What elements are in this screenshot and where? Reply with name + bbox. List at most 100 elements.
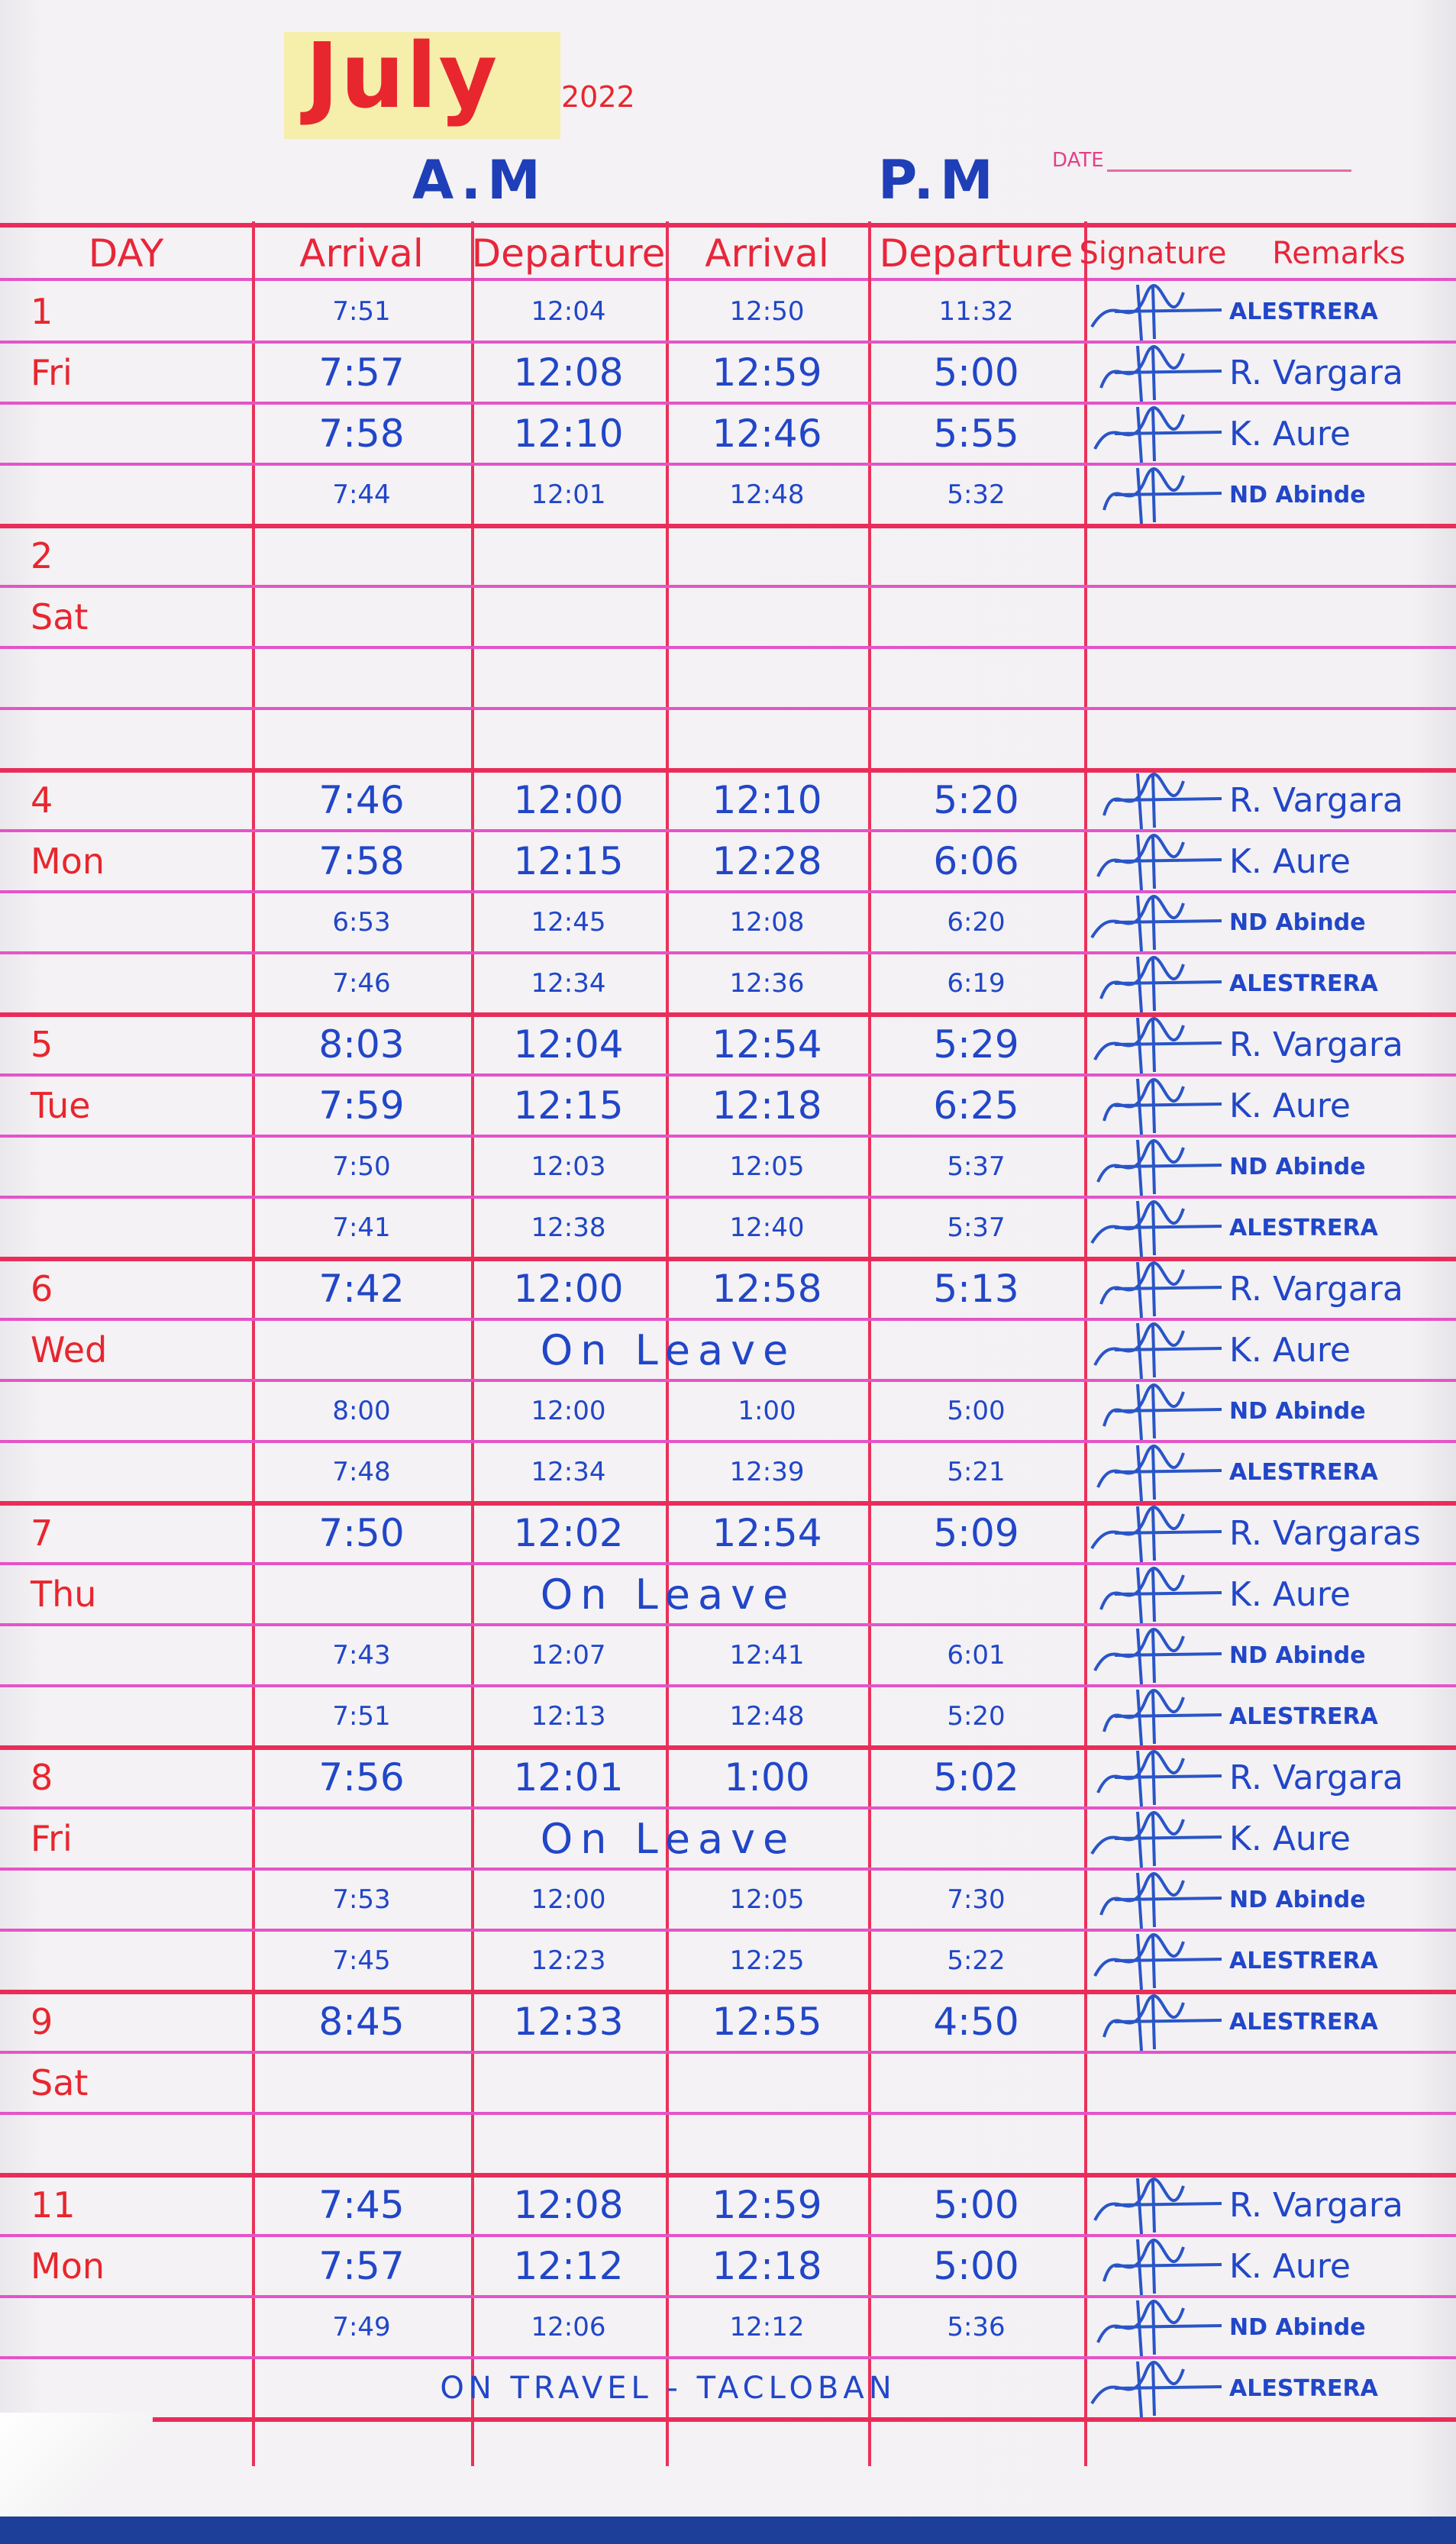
time-pm-arrival: 12:05 bbox=[729, 1151, 805, 1182]
row-line bbox=[0, 2234, 1456, 2237]
time-pm-arrival: 12:59 bbox=[712, 350, 822, 395]
time-am-arrival: 7:57 bbox=[318, 2244, 405, 2288]
signature-scribble bbox=[1102, 1689, 1222, 1746]
time-am-departure: 12:04 bbox=[513, 1022, 624, 1067]
time-pm-arrival: 12:46 bbox=[712, 412, 822, 456]
time-am-departure: 12:08 bbox=[513, 350, 624, 395]
signature-scribble bbox=[1090, 1200, 1222, 1257]
signature-scribble bbox=[1099, 345, 1222, 402]
time-am-arrival: 7:58 bbox=[318, 839, 405, 883]
time-am-arrival: 7:43 bbox=[332, 1640, 391, 1671]
time-am-departure: 12:15 bbox=[513, 1083, 624, 1128]
row-line bbox=[0, 1073, 1456, 1077]
signature-scribble bbox=[1102, 1383, 1222, 1441]
remarks-name: R. Vargara bbox=[1229, 1269, 1403, 1309]
time-am-departure: 12:10 bbox=[513, 412, 624, 456]
date-line bbox=[1107, 169, 1351, 172]
time-am-departure: 12:00 bbox=[513, 778, 624, 822]
time-pm-departure: 5:00 bbox=[947, 1396, 1006, 1426]
time-am-arrival: 7:50 bbox=[332, 1151, 391, 1182]
time-am-arrival: 7:41 bbox=[332, 1212, 391, 1243]
signature-scribble bbox=[1099, 956, 1222, 1013]
time-pm-departure: 11:32 bbox=[938, 296, 1014, 327]
remarks-name: ALESTRERA bbox=[1229, 2375, 1378, 2402]
time-am-departure: 12:00 bbox=[531, 1396, 606, 1426]
day-number: 2 bbox=[31, 535, 53, 576]
header-bottom-line bbox=[0, 278, 1456, 281]
column-header: Departure bbox=[471, 231, 666, 276]
day-weekday: Sat bbox=[31, 596, 89, 638]
time-pm-arrival: 12:18 bbox=[712, 2244, 822, 2288]
signature-scribble bbox=[1090, 284, 1222, 341]
column-line bbox=[868, 221, 871, 2466]
day-block-line bbox=[0, 2173, 1456, 2178]
remarks-name: ND Abinde bbox=[1229, 1153, 1366, 1180]
day-weekday: Tue bbox=[31, 1085, 91, 1126]
column-line bbox=[666, 221, 669, 2466]
time-pm-arrival: 12:10 bbox=[712, 778, 822, 822]
day-weekday: Sat bbox=[31, 2062, 89, 2103]
day-weekday: Mon bbox=[31, 2245, 105, 2287]
day-number: 7 bbox=[31, 1513, 53, 1554]
time-am-arrival: 7:48 bbox=[332, 1457, 391, 1487]
time-am-departure: 12:38 bbox=[531, 1212, 606, 1243]
time-am-departure: 12:12 bbox=[513, 2244, 624, 2288]
day-number: 5 bbox=[31, 1024, 53, 1065]
signature-scribble bbox=[1096, 2300, 1222, 2357]
time-pm-departure: 5:21 bbox=[947, 1457, 1006, 1487]
time-pm-arrival: 12:41 bbox=[729, 1640, 805, 1671]
row-line bbox=[0, 829, 1456, 832]
signature-scribble bbox=[1090, 895, 1222, 952]
date-label: DATE bbox=[1052, 149, 1104, 172]
signature-scribble bbox=[1093, 1933, 1222, 1990]
signature-scribble bbox=[1102, 1078, 1222, 1135]
time-pm-arrival: 1:00 bbox=[738, 1396, 796, 1426]
row-note: On Leave bbox=[540, 1814, 796, 1863]
day-number: 4 bbox=[31, 780, 53, 821]
row-line bbox=[0, 463, 1456, 466]
column-header: Remarks bbox=[1272, 236, 1406, 271]
row-line bbox=[0, 1562, 1456, 1565]
remarks-name: ALESTRERA bbox=[1229, 970, 1378, 997]
remarks-name: R. Vargara bbox=[1229, 780, 1403, 820]
time-pm-arrival: 12:18 bbox=[712, 1083, 822, 1128]
time-pm-arrival: 12:25 bbox=[729, 1945, 805, 1976]
remarks-name: K. Aure bbox=[1229, 1330, 1351, 1370]
time-am-departure: 12:02 bbox=[513, 1511, 624, 1555]
time-am-arrival: 7:49 bbox=[332, 2312, 391, 2342]
column-header: DAY bbox=[88, 231, 164, 276]
time-pm-arrival: 12:39 bbox=[729, 1457, 805, 1487]
time-am-arrival: 7:51 bbox=[332, 296, 391, 327]
row-line bbox=[0, 402, 1456, 405]
time-pm-departure: 5:37 bbox=[947, 1212, 1006, 1243]
remarks-name: K. Aure bbox=[1229, 1574, 1351, 1614]
time-am-arrival: 7:42 bbox=[318, 1267, 405, 1311]
time-pm-arrival: 12:54 bbox=[712, 1511, 822, 1555]
time-am-departure: 12:06 bbox=[531, 2312, 606, 2342]
remarks-name: ND Abinde bbox=[1229, 481, 1366, 508]
remarks-name: K. Aure bbox=[1229, 414, 1351, 454]
time-am-arrival: 8:45 bbox=[318, 2000, 405, 2044]
time-am-departure: 12:01 bbox=[513, 1755, 624, 1800]
row-line bbox=[0, 341, 1456, 344]
day-number: 11 bbox=[31, 2184, 76, 2226]
time-pm-departure: 6:20 bbox=[947, 907, 1006, 938]
time-am-arrival: 7:45 bbox=[332, 1945, 391, 1976]
signature-scribble bbox=[1090, 1811, 1222, 1868]
time-pm-departure: 5:36 bbox=[947, 2312, 1006, 2342]
column-line bbox=[471, 221, 474, 2466]
remarks-name: R. Vargara bbox=[1229, 1758, 1403, 1797]
remarks-name: ND Abinde bbox=[1229, 1642, 1366, 1669]
row-note: ON TRAVEL - TACLOBAN bbox=[440, 2371, 896, 2406]
signature-scribble bbox=[1093, 1322, 1222, 1380]
time-pm-departure: 5:13 bbox=[933, 1267, 1019, 1311]
time-pm-departure: 5:02 bbox=[933, 1755, 1019, 1800]
signature-scribble bbox=[1096, 1445, 1222, 1502]
signature-scribble bbox=[1102, 2239, 1222, 2296]
signature-scribble bbox=[1093, 406, 1222, 463]
time-pm-arrival: 12:36 bbox=[729, 968, 805, 999]
time-pm-departure: 5:32 bbox=[947, 479, 1006, 510]
day-number: 8 bbox=[31, 1757, 53, 1798]
time-am-departure: 12:07 bbox=[531, 1640, 606, 1671]
row-line bbox=[0, 1806, 1456, 1810]
